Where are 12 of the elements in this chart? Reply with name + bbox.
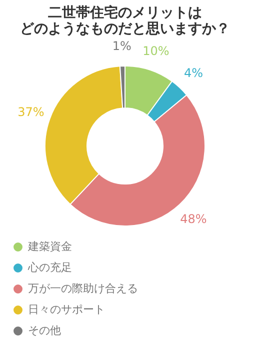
legend-label: 建築資金	[27, 240, 72, 253]
legend-label: 心の充足	[27, 261, 72, 274]
legend-label: その他	[28, 324, 61, 337]
data-label: 48%	[180, 212, 207, 226]
data-label: 4%	[184, 66, 203, 80]
legend-label: 日々のサポート	[28, 303, 105, 316]
data-label: 1%	[112, 39, 132, 54]
data-label: 10%	[142, 44, 170, 58]
text: 二世帯住宅のメリットは	[48, 5, 202, 22]
legend-label: 万が一の際助け合える	[28, 282, 138, 295]
data-label: 37%	[18, 105, 44, 120]
text: どのようなものだと思いますか？	[20, 21, 230, 38]
